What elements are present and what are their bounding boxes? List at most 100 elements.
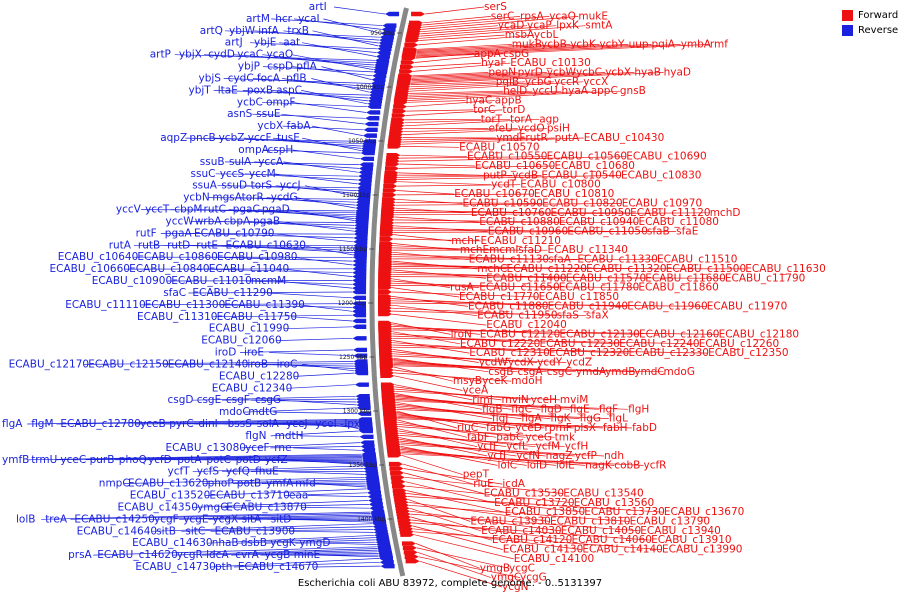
connector-line xyxy=(397,175,622,180)
gene-label: yccV xyxy=(116,204,142,216)
gene-label: yceA xyxy=(463,385,489,397)
gene-arrow xyxy=(379,232,394,237)
gene-label: lolC xyxy=(498,459,518,471)
gene-arrow xyxy=(357,177,372,183)
connector-line xyxy=(413,62,482,68)
gene-label: mdoG xyxy=(664,366,695,378)
gene-label: ECABU_c10590 xyxy=(463,198,543,210)
gene-label: flgL xyxy=(609,413,628,425)
connector-line xyxy=(284,492,368,496)
connector-line xyxy=(404,118,511,124)
connector-line xyxy=(392,276,725,279)
connector-line xyxy=(417,551,491,578)
gene-label: ycbW xyxy=(547,67,577,79)
gene-label: ECABU_c10940 xyxy=(559,216,639,228)
gene-label: csgB xyxy=(488,366,513,378)
gene-arrow xyxy=(352,301,367,306)
gene-arrow xyxy=(379,560,394,565)
gene-label: rluE xyxy=(473,478,494,490)
connector-line xyxy=(294,18,382,30)
connector-line xyxy=(423,16,491,24)
connector-line xyxy=(272,364,354,369)
legend-reverse: Reverse xyxy=(842,23,898,38)
connector-line xyxy=(396,409,609,419)
gene-arrow xyxy=(352,255,367,260)
gene-label: yceI xyxy=(315,418,337,430)
gene-label: ycbY xyxy=(599,38,625,50)
gene-label: torR xyxy=(242,192,264,204)
gene-label: pflB xyxy=(286,73,306,85)
gene-label: iroN xyxy=(451,328,472,340)
gene-label: phoQ xyxy=(119,454,147,466)
gene-arrow xyxy=(400,60,415,65)
gene-label: ECABU_c14620 xyxy=(97,549,177,561)
gene-arrow xyxy=(384,166,399,171)
gene-label: mdoH xyxy=(511,375,542,387)
gene-label: trxB xyxy=(287,25,309,37)
gene-label: ymgC xyxy=(491,572,521,584)
connector-line xyxy=(408,90,620,101)
connector-line xyxy=(394,219,559,223)
gene-label: poxB xyxy=(247,84,273,96)
connector-line xyxy=(271,18,383,26)
scale-tick-label: 1350 kbp xyxy=(349,462,377,469)
gene-label: ymdB xyxy=(605,366,635,378)
connector-line xyxy=(398,175,542,178)
gene-label: sfaD xyxy=(518,244,542,256)
gene-label: ymgD xyxy=(299,537,330,549)
gene-label: ycdO xyxy=(518,123,545,135)
gene-label: yccW xyxy=(166,216,195,228)
gene-label: rutD xyxy=(167,239,190,251)
gene-label: potA xyxy=(177,454,202,466)
connector-line xyxy=(392,344,629,354)
gene-label: lolD xyxy=(527,459,547,471)
gene-arrow xyxy=(392,483,407,489)
connector-line xyxy=(393,353,538,363)
gene-label: pgaD xyxy=(262,204,290,216)
gene-label: ycaP xyxy=(527,20,552,32)
connector-line xyxy=(251,399,357,403)
gene-label: csgA xyxy=(518,366,544,378)
gene-label: phoP xyxy=(208,478,234,490)
connector-line xyxy=(41,511,371,520)
gene-label: putP xyxy=(483,169,507,181)
connector-line xyxy=(392,329,719,335)
gene-arrow xyxy=(361,448,376,453)
connector-line xyxy=(395,390,560,401)
connector-line xyxy=(411,72,547,79)
gene-label: yccR xyxy=(554,76,579,88)
scale-tick-label: 1250 kbp xyxy=(339,354,367,361)
gene-label: ECABU_c11340 xyxy=(548,244,628,256)
gene-label: cspG xyxy=(503,48,529,60)
gene-arrow xyxy=(360,444,375,449)
gene-label: fabD xyxy=(632,422,657,434)
gene-label: sfaX xyxy=(586,310,609,322)
gene-label: mukE xyxy=(578,10,608,22)
gene-label: ECABU_c10570 xyxy=(459,141,539,153)
gene-label: ECABU_c11630 xyxy=(745,263,825,275)
connector-line xyxy=(222,504,369,508)
gene-label: trmU xyxy=(31,454,57,466)
gene-label: ECABU_c13720 xyxy=(494,497,574,509)
gene-label: ECABU_c12340 xyxy=(212,382,292,394)
connector-line xyxy=(282,78,370,90)
gene-label: infA xyxy=(258,25,279,37)
connector-line xyxy=(231,551,378,556)
gene-arrow xyxy=(391,113,406,118)
connector-line xyxy=(403,128,547,135)
gene-label: ECABU_c10810 xyxy=(534,188,614,200)
gene-label: ECABU_c11210 xyxy=(481,235,561,247)
gene-label: pabC xyxy=(496,431,523,443)
gene-arrow xyxy=(358,166,373,171)
gene-label: rluC xyxy=(457,422,478,434)
gene-label: lpxK xyxy=(556,20,580,32)
gene-label: lpxL xyxy=(344,418,366,430)
gene-label: sitA xyxy=(242,513,263,525)
gene-label: ycgX xyxy=(212,513,238,525)
gene-label: ycgN xyxy=(502,581,529,593)
gene-arrow xyxy=(393,100,408,105)
connector-line xyxy=(291,54,374,70)
gene-label: flgJ xyxy=(492,413,508,425)
connector-line xyxy=(397,181,492,186)
connector-line xyxy=(203,478,366,484)
